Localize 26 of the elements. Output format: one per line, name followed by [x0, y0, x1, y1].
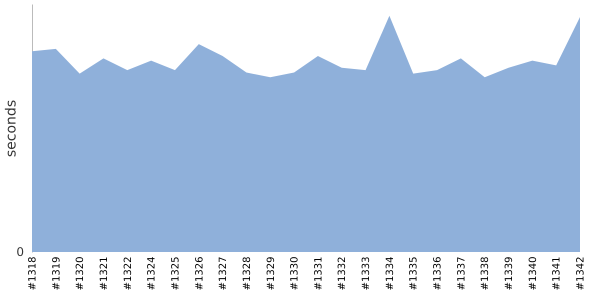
x-tick-label: #1328 [242, 256, 253, 290]
x-tick-label: #1329 [266, 256, 277, 290]
annotation: 0 [16, 245, 24, 259]
y-axis-title: seconds [4, 100, 20, 158]
x-tick-label: #1331 [313, 256, 324, 290]
x-tick-label: #1336 [432, 256, 444, 290]
x-tick-label: #1334 [384, 256, 396, 290]
x-tick-label: #1321 [98, 256, 110, 290]
x-tick-label: #1333 [361, 256, 372, 290]
x-tick-label: #1340 [528, 256, 539, 290]
x-tick-label: #1318 [28, 256, 38, 290]
x-tick-label: #1330 [290, 256, 301, 290]
x-tick-label: #1338 [480, 256, 492, 290]
x-tick-label: #1342 [576, 256, 586, 290]
x-tick-label: #1341 [552, 256, 563, 290]
x-tick-label: #1325 [170, 256, 182, 290]
x-tick-label: #1322 [122, 256, 134, 290]
x-tick-label: #1339 [504, 256, 516, 290]
x-tick-label: #1324 [146, 256, 158, 290]
x-tick-label: #1332 [337, 256, 348, 290]
x-tick-label: #1326 [194, 256, 206, 290]
x-tick-label: #1327 [218, 256, 230, 290]
x-tick-label: #1320 [75, 256, 86, 290]
x-tick-label: #1335 [408, 256, 420, 290]
x-tick-label: #1337 [456, 256, 468, 290]
x-tick-label: #1319 [51, 256, 62, 290]
